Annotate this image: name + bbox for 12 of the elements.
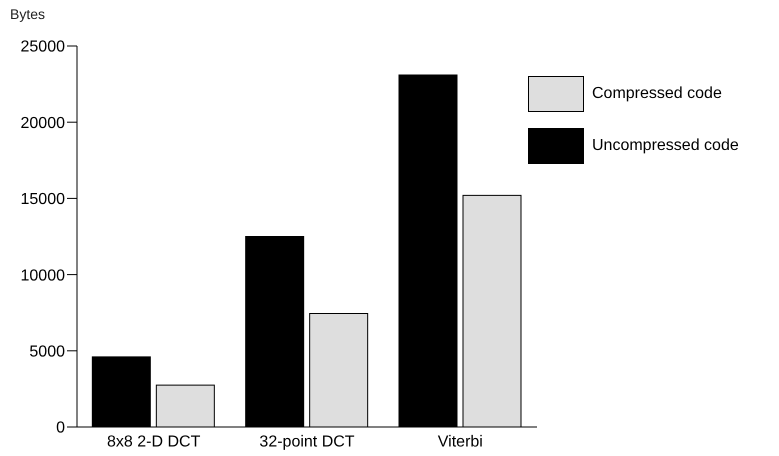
legend-label: Uncompressed code: [592, 137, 739, 155]
y-tick-label: 25000: [20, 38, 66, 56]
y-axis-title: Bytes: [10, 6, 46, 22]
legend-label: Compressed code: [592, 85, 722, 103]
y-tick-label: 10000: [20, 267, 66, 284]
x-tick-label: 8x8 2-D DCT: [106, 433, 201, 450]
y-tick-label: 5000: [29, 343, 66, 360]
y-tick-label: 20000: [20, 114, 66, 132]
x-tick-label: 32-point DCT: [259, 433, 355, 450]
y-tick-label: 15000: [20, 191, 66, 208]
x-tick-label: Viterbi: [438, 433, 483, 450]
y-tick-label: 0: [56, 420, 66, 437]
